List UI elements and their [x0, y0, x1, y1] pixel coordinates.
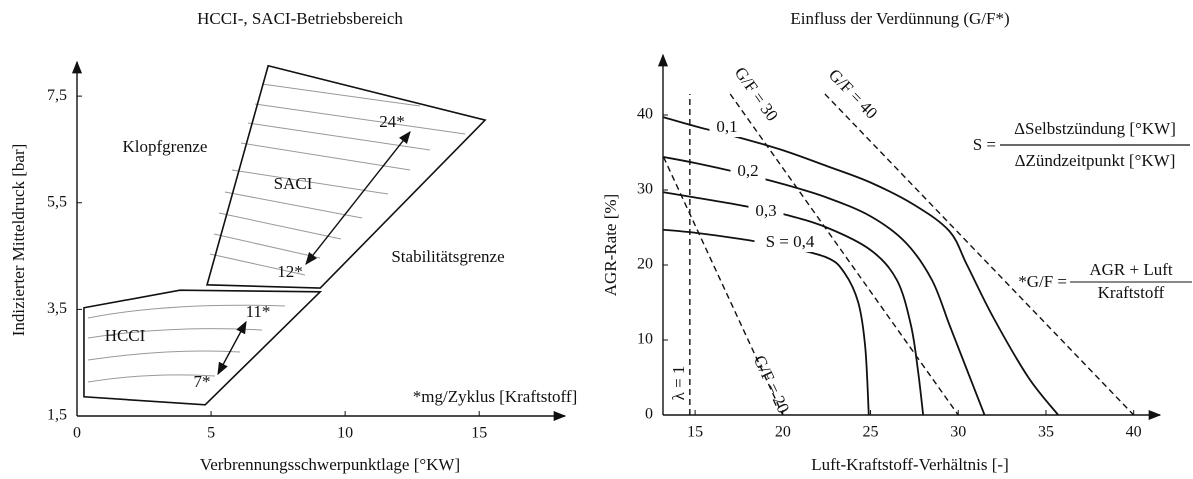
x-tick-label: 15 [471, 425, 487, 442]
region-label: HCCI [105, 326, 146, 345]
annotation: Stabilitätsgrenze [391, 247, 504, 266]
y-tick-label: 3,5 [47, 300, 67, 317]
chart-title: HCCI-, SACI-Betriebsbereich [197, 9, 403, 28]
y-tick-label: 40 [637, 106, 653, 123]
region [83, 289, 323, 406]
series-line [663, 116, 1059, 416]
x-tick-label: 10 [337, 425, 353, 442]
y-axis-label: Indizierter Mitteldruck [bar] [9, 144, 28, 337]
y-tick-label: 20 [637, 256, 653, 273]
annotation: 11* [246, 302, 271, 321]
x-tick-label: 20 [775, 424, 791, 441]
series-label: 0,2 [737, 161, 758, 180]
series-line [663, 228, 870, 416]
y-tick-label: 30 [637, 181, 653, 198]
y-tick-label: 1,5 [47, 407, 67, 424]
y-tick-label: 5,5 [47, 193, 67, 210]
series-label: λ = 1 [669, 366, 688, 401]
annotation: 12* [277, 262, 303, 281]
series-label: 0,3 [755, 201, 776, 220]
footnote-numerator: AGR + Luft [1089, 260, 1173, 279]
footnote-lhs: *G/F = [1018, 272, 1067, 291]
range-arrows [217, 131, 411, 376]
annotation: *mg/Zyklus [Kraftstoff] [413, 387, 577, 406]
region [205, 64, 487, 289]
series-line [729, 93, 959, 416]
y-axis-label: AGR-Rate [%] [601, 194, 620, 296]
label-gap [709, 119, 745, 137]
y-tick-label: 7,5 [47, 87, 67, 104]
series-label: G/F = 40 [825, 65, 881, 122]
region-label: SACI [274, 174, 313, 193]
y-tick-label: 10 [637, 331, 653, 348]
formula-numerator: ΔSelbstzündung [°KW] [1014, 119, 1176, 138]
label-gap [748, 203, 784, 221]
x-tick-label: 30 [950, 424, 966, 441]
x-axis-label: Luft-Kraftstoff-Verhältnis [-] [811, 455, 1008, 474]
x-tick-label: 25 [863, 424, 879, 441]
y-tick-label: 0 [645, 406, 653, 423]
formula-denominator: ΔZündzeitpunkt [°KW] [1015, 151, 1176, 170]
series-line [663, 156, 986, 416]
series-label: 0,1 [716, 117, 737, 136]
series-label: S = 0,4 [766, 232, 815, 251]
annotation: 24* [379, 112, 405, 131]
formula-lhs: S = [973, 135, 996, 154]
series-line [824, 93, 1135, 416]
formula-bars [1000, 144, 1192, 283]
x-tick-label: 5 [207, 425, 215, 442]
series-line [663, 191, 925, 416]
label-gap [754, 234, 826, 252]
footnote-denominator: Kraftstoff [1098, 283, 1165, 302]
annotation: Klopfgrenze [123, 137, 208, 156]
x-tick-label: 15 [687, 424, 703, 441]
annotation: 7* [194, 372, 211, 391]
x-tick-label: 40 [1126, 424, 1142, 441]
series-label: G/F = 30 [731, 63, 782, 124]
label-gap [730, 163, 766, 181]
x-tick-label: 35 [1038, 424, 1054, 441]
chart-title: Einfluss der Verdünnung (G/F*) [790, 9, 1009, 28]
x-axis-label: Verbrennungsschwerpunktlage [°KW] [200, 455, 460, 474]
series-line [662, 156, 784, 416]
x-tick-label: 0 [73, 425, 81, 442]
series-label: G/F = 20 [750, 352, 793, 416]
